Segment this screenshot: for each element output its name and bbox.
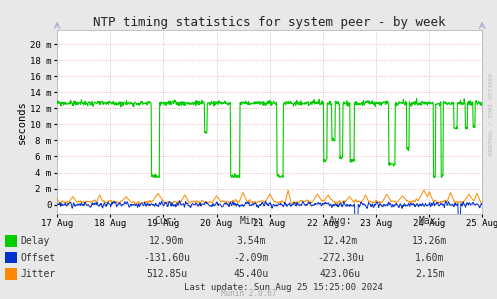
Text: 3.54m: 3.54m [236, 236, 266, 246]
Text: Cur:: Cur: [155, 216, 178, 226]
Text: Min:: Min: [239, 216, 263, 226]
Text: 12.42m: 12.42m [323, 236, 358, 246]
Text: -272.30u: -272.30u [317, 253, 364, 263]
Text: Last update: Sun Aug 25 15:25:00 2024: Last update: Sun Aug 25 15:25:00 2024 [184, 283, 383, 292]
Title: NTP timing statistics for system peer - by week: NTP timing statistics for system peer - … [93, 16, 446, 29]
Text: 1.60m: 1.60m [415, 253, 445, 263]
Text: Munin 2.0.67: Munin 2.0.67 [221, 289, 276, 298]
Text: 2.15m: 2.15m [415, 269, 445, 279]
Text: 45.40u: 45.40u [234, 269, 268, 279]
Text: 512.85u: 512.85u [146, 269, 187, 279]
Text: Delay: Delay [21, 236, 50, 246]
Y-axis label: seconds: seconds [17, 100, 27, 144]
Text: -131.60u: -131.60u [143, 253, 190, 263]
Text: RRDTOOL / TOBI OETIKER: RRDTOOL / TOBI OETIKER [489, 72, 494, 155]
Text: Avg:: Avg: [329, 216, 352, 226]
Text: Offset: Offset [21, 253, 56, 263]
Text: 12.90m: 12.90m [149, 236, 184, 246]
Text: 13.26m: 13.26m [413, 236, 447, 246]
Text: -2.09m: -2.09m [234, 253, 268, 263]
Text: 423.06u: 423.06u [320, 269, 361, 279]
Text: Max:: Max: [418, 216, 442, 226]
Text: Jitter: Jitter [21, 269, 56, 279]
